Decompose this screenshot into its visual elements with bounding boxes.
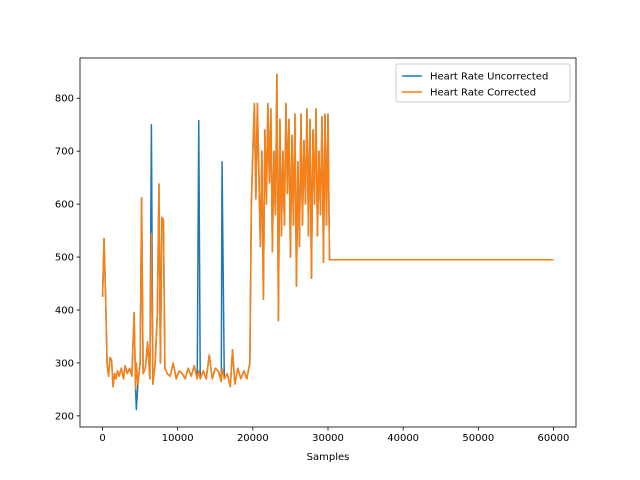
plot-frame [79,57,577,428]
x-tick-label: 40000 [387,433,419,444]
x-tick-label: 0 [99,433,105,444]
x-tick-label: 20000 [237,433,269,444]
y-tick-label: 700 [55,147,74,158]
y-tick-label: 800 [55,94,74,105]
legend-label: Heart Rate Corrected [430,88,536,99]
series-line [101,73,554,391]
y-tick-label: 600 [55,200,74,211]
x-tick-label: 10000 [162,433,194,444]
y-tick-label: 300 [55,358,74,369]
y-tick-label: 500 [55,253,74,264]
x-tick-label: 30000 [312,433,344,444]
x-axis-label: Samples [307,452,350,463]
x-tick-label: 60000 [538,433,570,444]
x-tick-label: 50000 [462,433,494,444]
legend-box [395,63,571,103]
y-tick-label: 400 [55,306,74,317]
legend-label: Heart Rate Uncorrected [430,72,548,83]
y-tick-label: 200 [55,411,74,422]
